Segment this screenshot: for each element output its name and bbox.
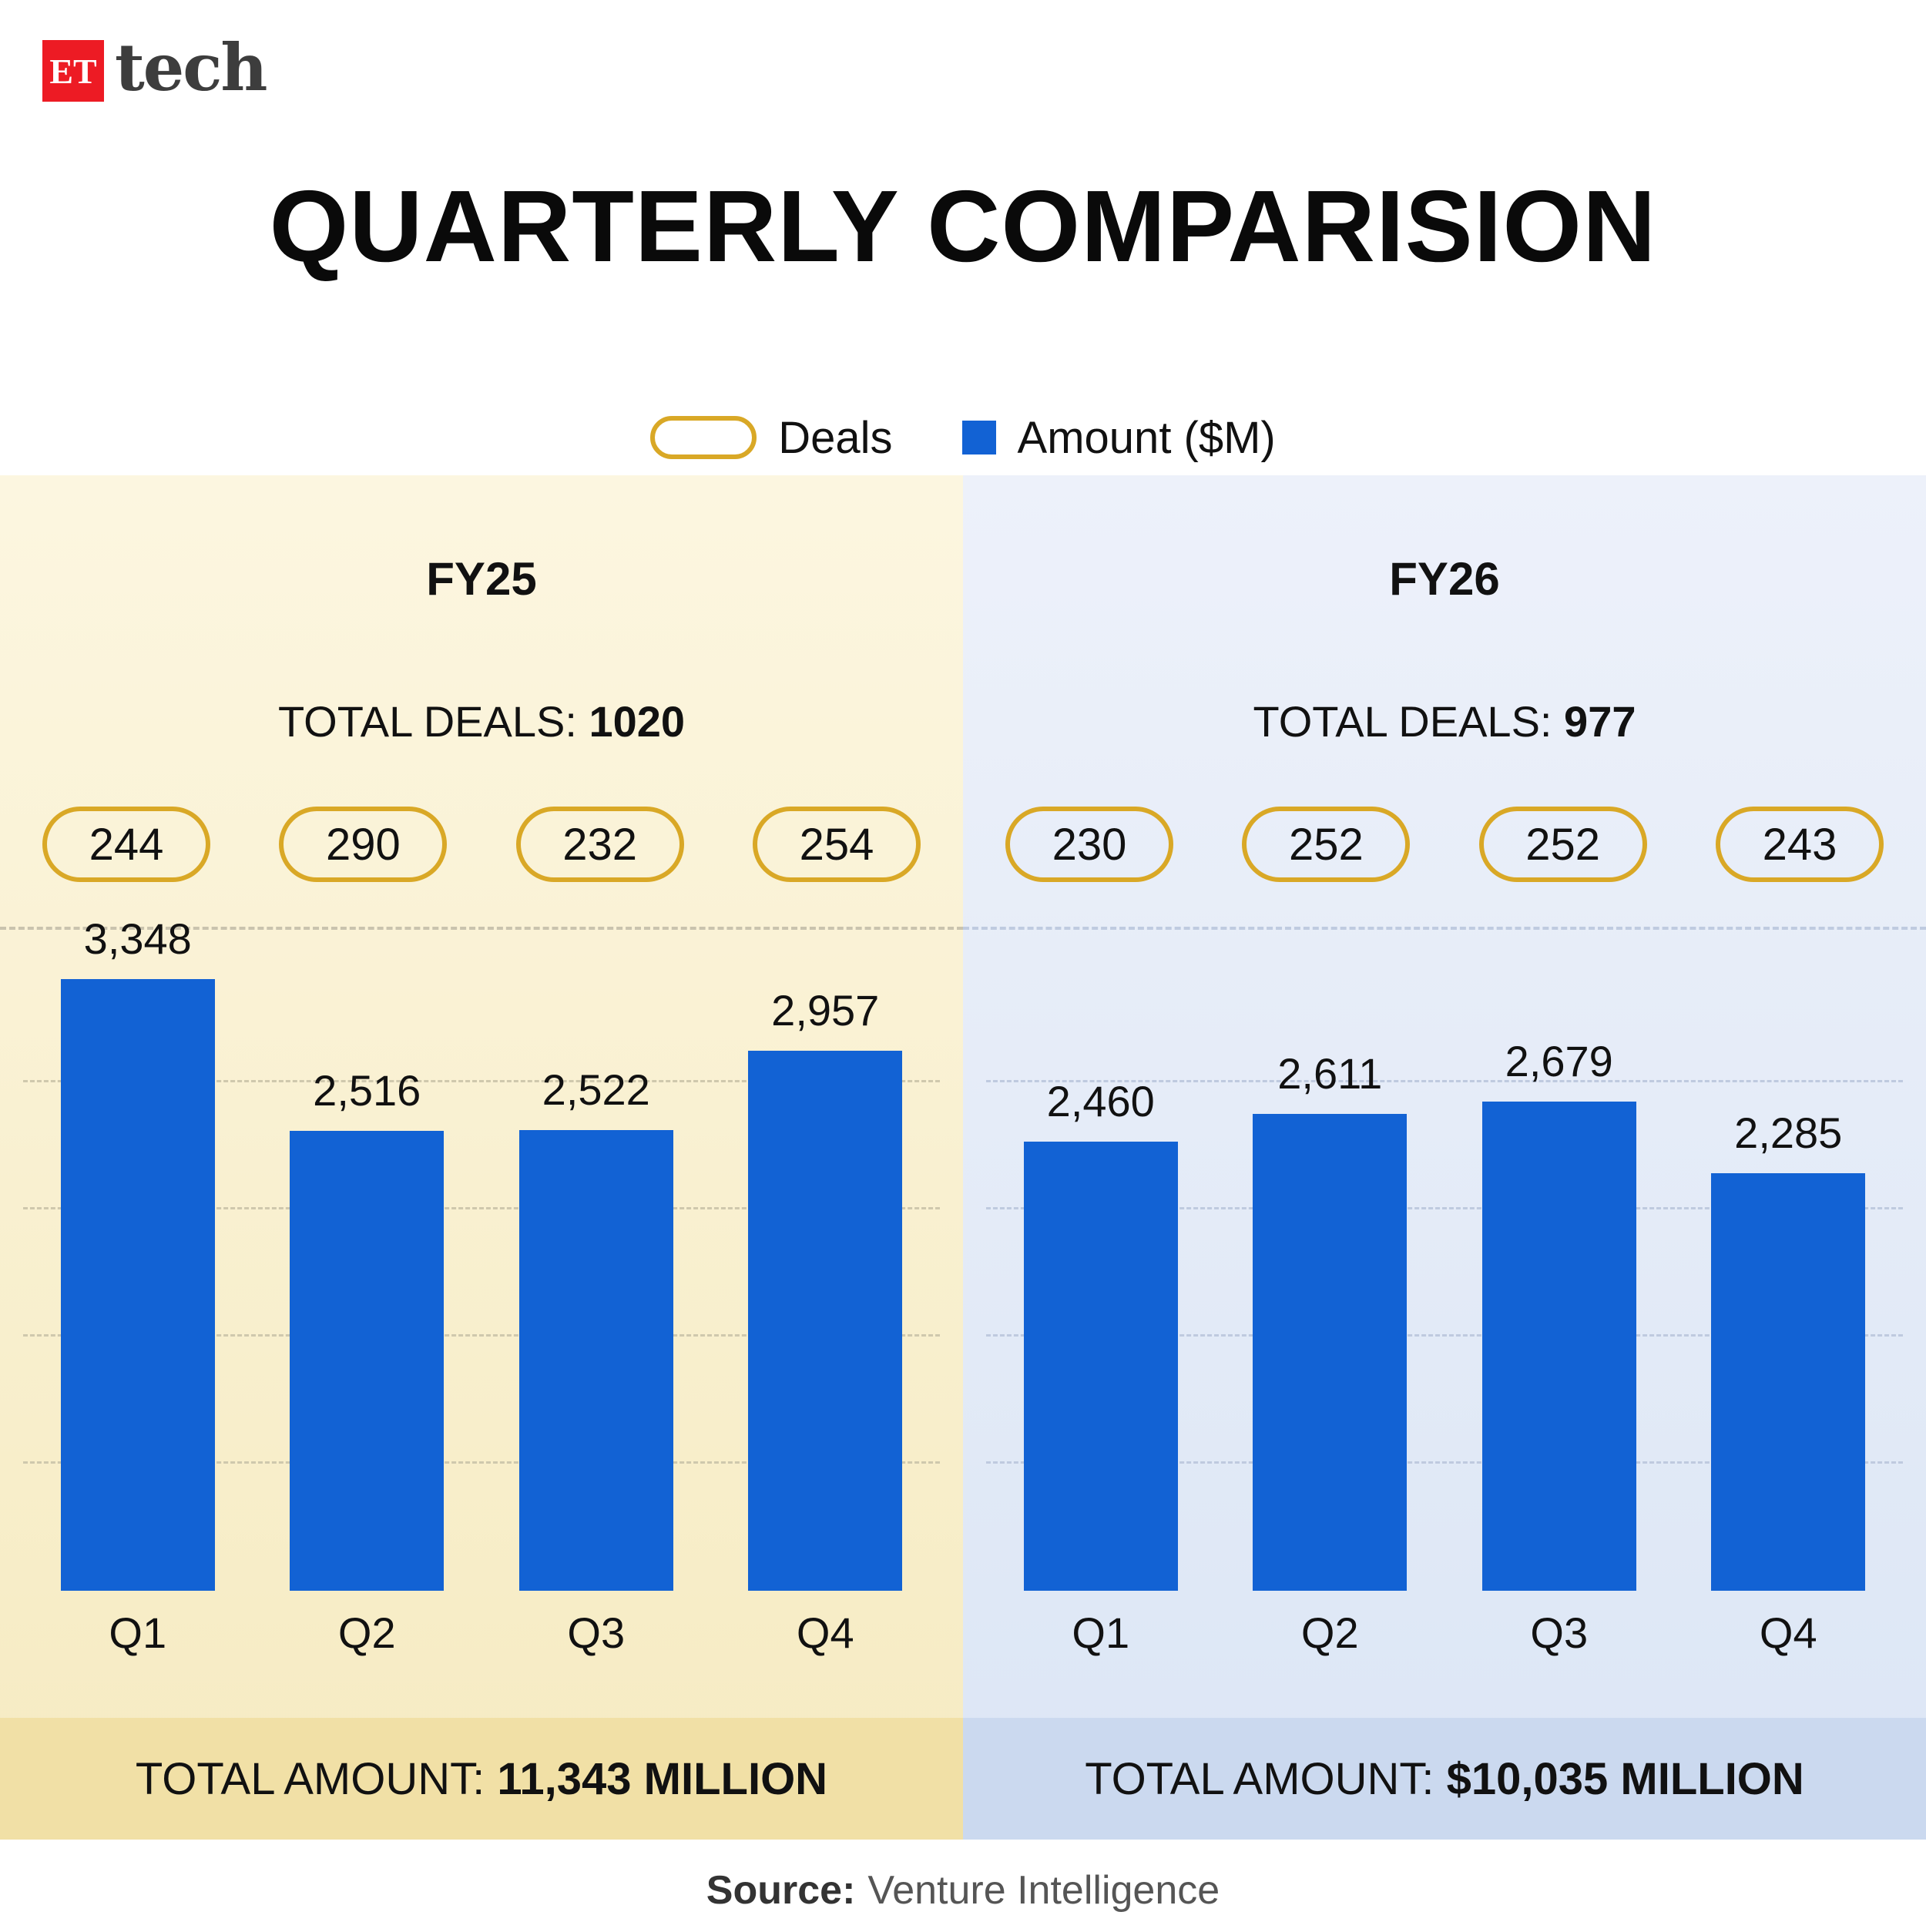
bar-value-label: 2,285 xyxy=(1734,1109,1843,1157)
fy25-total-deals-value: 1020 xyxy=(589,697,686,746)
deal-count-pill: 254 xyxy=(752,807,921,882)
quarter-label: Q4 xyxy=(1759,1608,1817,1657)
fy26-deal-pills: 230 252 252 243 xyxy=(963,807,1926,882)
bar-group-q2: 2,516 xyxy=(253,1065,482,1591)
source-line: Source: Venture Intelligence xyxy=(0,1840,1926,1932)
divider-dashed xyxy=(963,927,1926,930)
fy25-deal-pills: 244 290 232 254 xyxy=(0,807,963,882)
bar-group-q3: 2,679 xyxy=(1444,1036,1674,1591)
quarter-label: Q2 xyxy=(1300,1608,1359,1657)
panel-fy25: FY25 TOTAL DEALS: 1020 244 290 232 254 3,34… xyxy=(0,475,963,1840)
gridline xyxy=(23,1334,940,1337)
brand-logo: ET tech xyxy=(0,0,1926,108)
bar-value-label: 2,522 xyxy=(542,1065,650,1114)
comparison-panels: FY25 TOTAL DEALS: 1020 244 290 232 254 3,34… xyxy=(0,475,1926,1840)
quarter-label: Q1 xyxy=(109,1608,167,1657)
legend-deals-label: Deals xyxy=(778,412,893,463)
fy25-total-amount-value: 11,343 MILLION xyxy=(497,1753,828,1804)
gridline xyxy=(986,1334,1903,1337)
fy26-total-amount-label: TOTAL AMOUNT: xyxy=(1085,1753,1434,1804)
chart-legend: Deals Amount ($M) xyxy=(0,412,1926,464)
fy25-total-amount: TOTAL AMOUNT: 11,343 MILLION xyxy=(0,1718,963,1840)
bar-value-label: 2,679 xyxy=(1505,1037,1613,1085)
deal-count-pill: 243 xyxy=(1715,807,1884,882)
fy26-bar-chart: 2,460 2,611 2,679 2,285 xyxy=(986,951,1903,1591)
gridline xyxy=(986,1207,1903,1209)
deal-count-pill: 290 xyxy=(279,807,448,882)
amount-bar xyxy=(748,1051,903,1591)
deal-count-pill: 230 xyxy=(1005,807,1173,882)
bar-group-q4: 2,957 xyxy=(711,985,941,1591)
quarter-label: Q2 xyxy=(337,1608,396,1657)
deal-count-pill: 252 xyxy=(1242,807,1411,882)
fy26-quarter-labels: Q1 Q2 Q3 Q4 xyxy=(986,1608,1903,1658)
quarter-label: Q4 xyxy=(796,1608,854,1657)
gridline xyxy=(986,1080,1903,1082)
fy25-total-deals-label: TOTAL DEALS: xyxy=(277,697,589,746)
deal-count-pill: 252 xyxy=(1478,807,1647,882)
bar-group-q2: 2,611 xyxy=(1216,1048,1445,1591)
bar-group-q4: 2,285 xyxy=(1674,1108,1904,1591)
amount-bar xyxy=(1481,1102,1636,1591)
deals-pill-icon xyxy=(650,416,757,459)
source-label: Source: xyxy=(706,1868,856,1913)
deal-count-pill: 232 xyxy=(515,807,684,882)
fy25-label: FY25 xyxy=(426,553,537,605)
legend-item-deals: Deals xyxy=(650,412,893,464)
bar-group-q3: 2,522 xyxy=(482,1065,711,1591)
gridline xyxy=(23,1207,940,1209)
quarter-label: Q3 xyxy=(1530,1608,1589,1657)
fy25-quarter-labels: Q1 Q2 Q3 Q4 xyxy=(23,1608,940,1658)
page-title: QUARTERLY COMPARISION xyxy=(269,169,1657,283)
fy25-total-amount-label: TOTAL AMOUNT: xyxy=(135,1753,485,1804)
legend-item-amount: Amount ($M) xyxy=(961,412,1276,464)
source-text: Venture Intelligence xyxy=(867,1868,1220,1913)
bar-value-label: 3,348 xyxy=(83,914,192,963)
amount-bar xyxy=(1711,1173,1866,1591)
fy26-total-deals: TOTAL DEALS: 977 xyxy=(963,696,1926,746)
fy25-bar-chart: 3,348 2,516 2,522 2,957 xyxy=(23,914,941,1591)
quarter-label: Q3 xyxy=(567,1608,626,1657)
amount-square-icon xyxy=(961,421,996,454)
bar-value-label: 2,611 xyxy=(1277,1049,1383,1098)
fy26-label: FY26 xyxy=(1389,553,1500,605)
divider-dashed xyxy=(0,927,963,930)
bar-group-q1: 3,348 xyxy=(23,914,253,1591)
quarter-label: Q1 xyxy=(1072,1608,1130,1657)
amount-bar xyxy=(60,979,215,1591)
gridline xyxy=(23,1461,940,1464)
fy26-total-amount-value: $10,035 MILLION xyxy=(1446,1753,1804,1804)
bar-value-label: 2,957 xyxy=(771,986,880,1035)
gridline xyxy=(986,1461,1903,1464)
bar-value-label: 2,460 xyxy=(1046,1077,1155,1125)
fy26-bars: 2,460 2,611 2,679 2,285 xyxy=(986,951,1903,1591)
fy25-total-deals: TOTAL DEALS: 1020 xyxy=(0,696,963,746)
amount-bar xyxy=(290,1131,445,1591)
amount-bar xyxy=(1023,1142,1178,1591)
brand-word: tech xyxy=(115,29,267,106)
bar-value-label: 2,516 xyxy=(313,1066,421,1115)
amount-bar xyxy=(1253,1114,1408,1591)
bar-group-q1: 2,460 xyxy=(986,1076,1216,1591)
et-logo-icon: ET xyxy=(42,40,104,102)
gridline xyxy=(23,1080,940,1082)
fy26-total-deals-value: 977 xyxy=(1564,697,1636,746)
fy26-total-amount: TOTAL AMOUNT: $10,035 MILLION xyxy=(963,1718,1926,1840)
amount-bar xyxy=(518,1130,673,1591)
fy26-total-deals-label: TOTAL DEALS: xyxy=(1253,697,1565,746)
fy25-bars: 3,348 2,516 2,522 2,957 xyxy=(23,914,941,1591)
panel-fy26: FY26 TOTAL DEALS: 977 230 252 252 243 2,460… xyxy=(963,475,1926,1840)
deal-count-pill: 244 xyxy=(42,807,210,882)
legend-amount-label: Amount ($M) xyxy=(1017,412,1276,463)
